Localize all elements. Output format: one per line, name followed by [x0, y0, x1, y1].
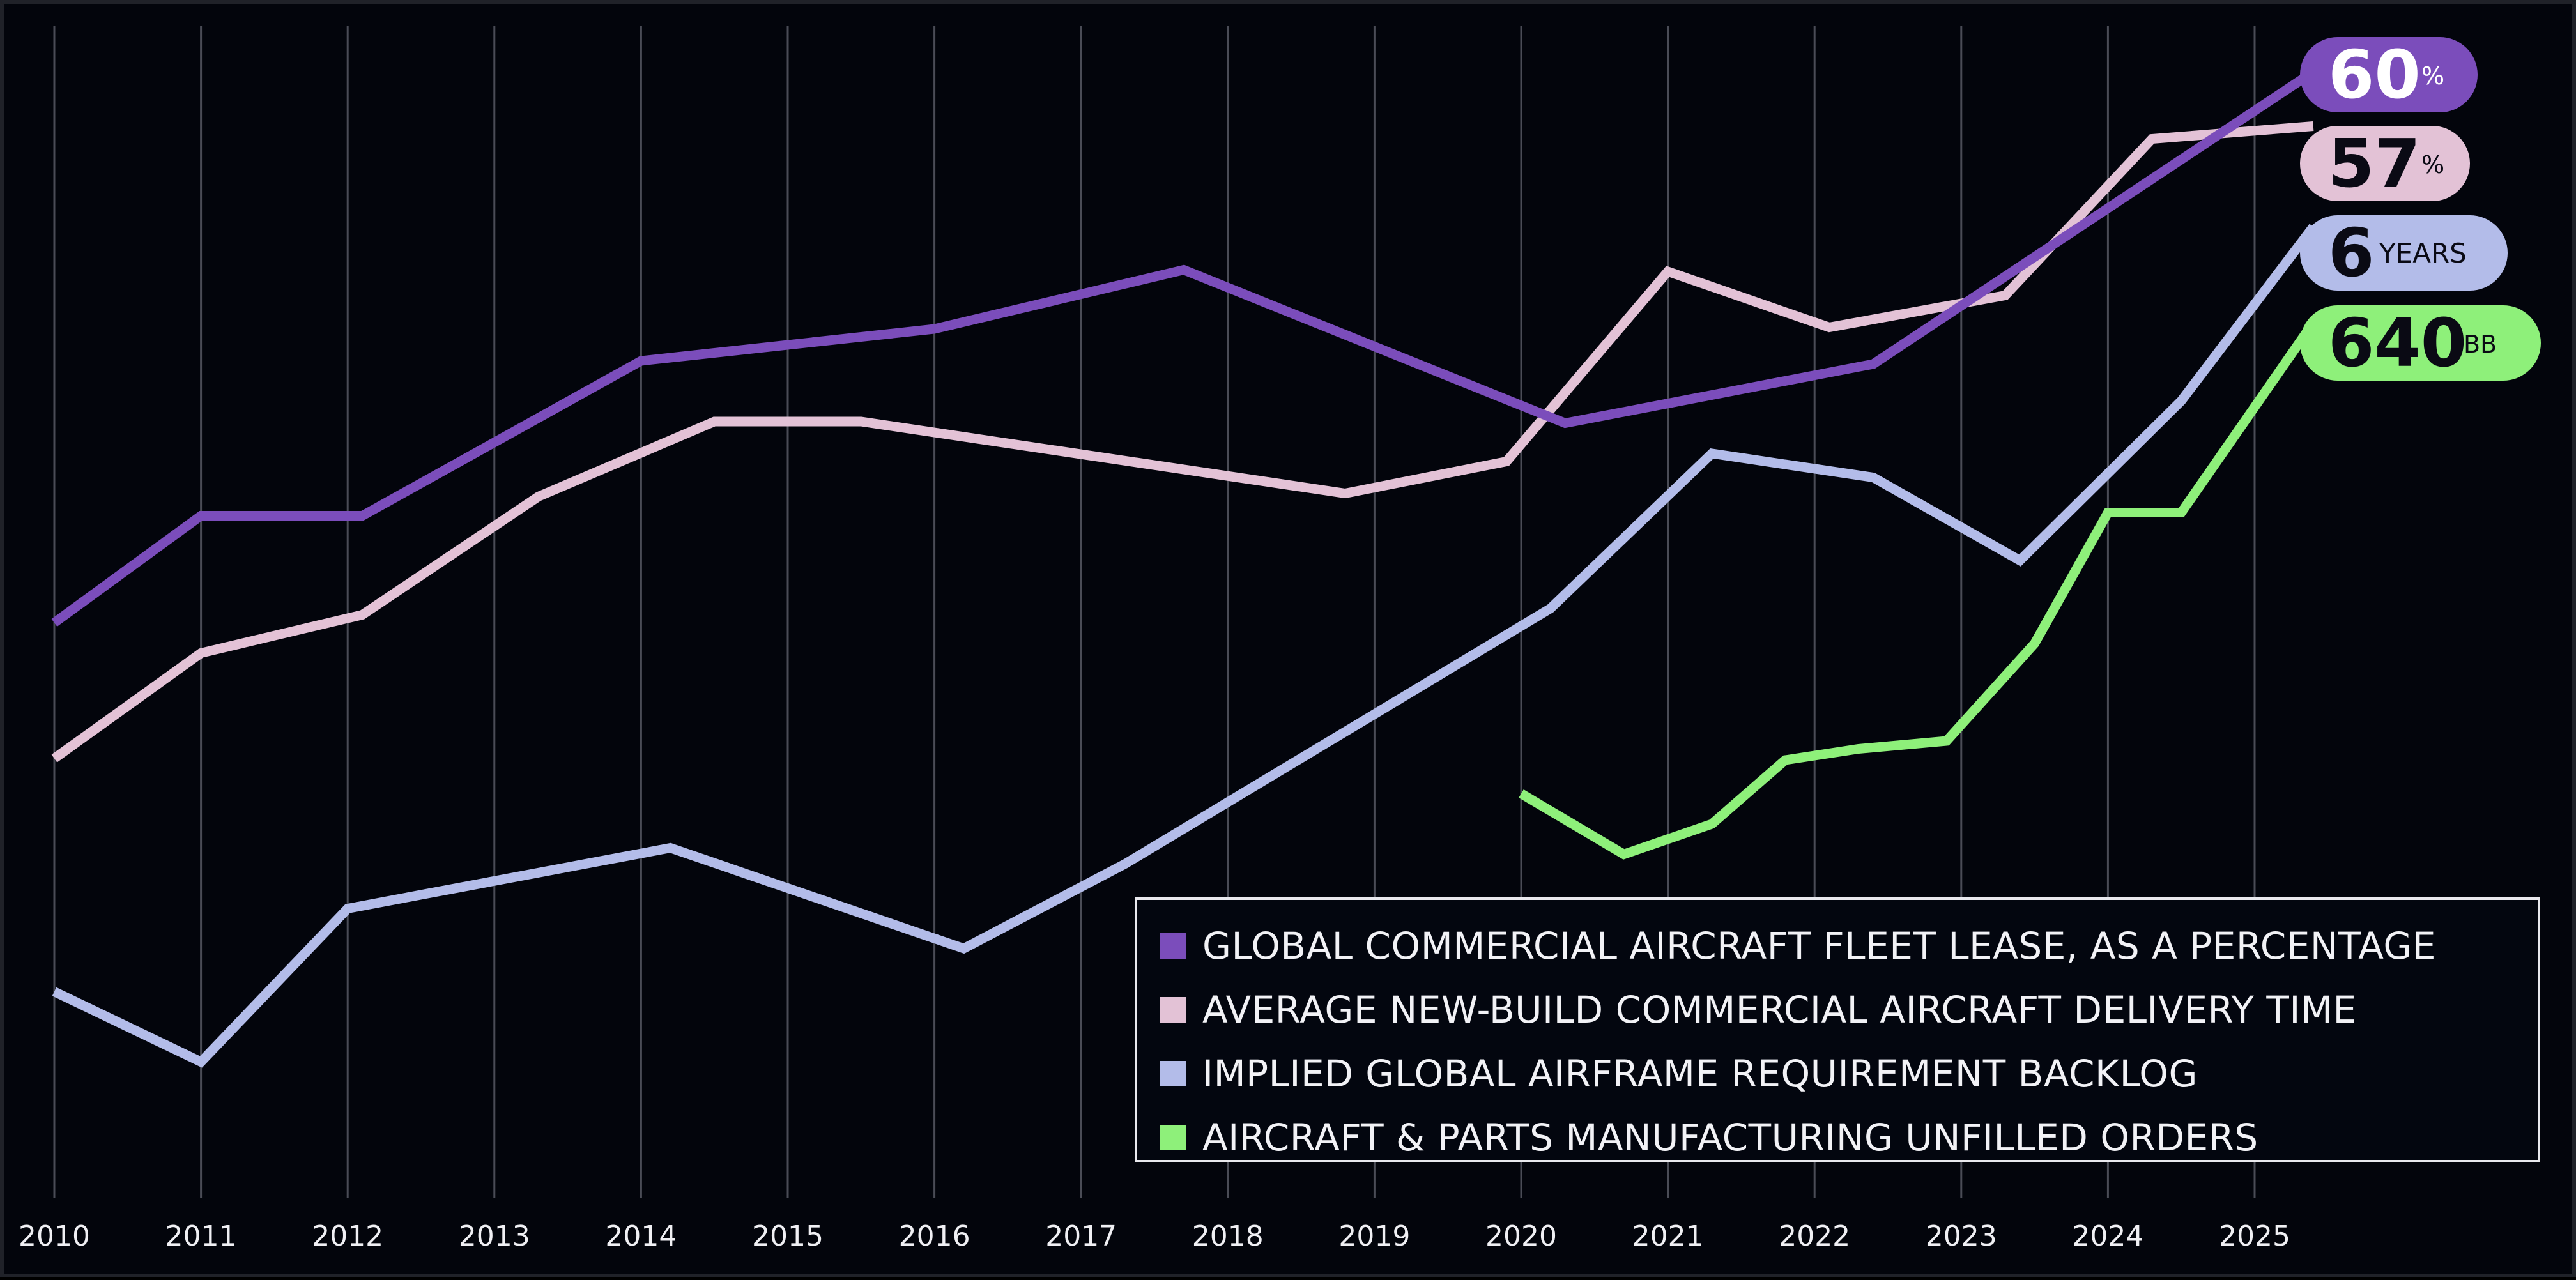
legend-swatch-unfilled-orders: [1160, 1125, 1186, 1150]
end-unit-unfilled-orders: BB: [2464, 330, 2497, 358]
end-badge-airframe-backlog: 6 YEARS: [2300, 214, 2508, 292]
series-line-airframe-backlog: [52, 224, 2317, 1068]
legend-item-unfilled-orders: AIRCRAFT & PARTS MANUFACTURING UNFILLED …: [1160, 1106, 2520, 1170]
legend-item-airframe-backlog: IMPLIED GLOBAL AIRFRAME REQUIREMENT BACK…: [1160, 1042, 2520, 1106]
legend-swatch-airframe-backlog: [1160, 1061, 1186, 1086]
legend-label-airframe-backlog: IMPLIED GLOBAL AIRFRAME REQUIREMENT BACK…: [1202, 1052, 2198, 1095]
x-tick-label-2021: 2021: [1632, 1220, 1704, 1253]
end-value-delivery-time: 57: [2328, 125, 2421, 202]
series-line-fleet-lease: [51, 68, 2316, 627]
end-badge-bg-fleet-lease: [2300, 37, 2478, 112]
end-unit-fleet-lease: %: [2421, 62, 2444, 90]
x-axis-tick-labels: 2010 2011 2012 2013 2014 2015 2016 2017 2018 2019…: [19, 1220, 2290, 1253]
legend-label-delivery-time: AVERAGE NEW-BUILD COMMERCIAL AIRCRAFT DE…: [1202, 988, 2357, 1032]
legend-item-delivery-time: AVERAGE NEW-BUILD COMMERCIAL AIRCRAFT DE…: [1160, 978, 2520, 1042]
end-value-fleet-lease: 60: [2328, 36, 2421, 114]
end-value-airframe-backlog: 6: [2328, 214, 2374, 292]
x-tick-label-2010: 2010: [19, 1220, 90, 1253]
x-tick-label-2018: 2018: [1192, 1220, 1264, 1253]
chart-legend: GLOBAL COMMERCIAL AIRCRAFT FLEET LEASE, …: [1135, 897, 2540, 1162]
series-line-unfilled-orders: [1519, 319, 2317, 860]
legend-label-fleet-lease: GLOBAL COMMERCIAL AIRCRAFT FLEET LEASE, …: [1202, 924, 2436, 968]
end-badge-fleet-lease: 60%: [2300, 36, 2478, 114]
end-badge-bg-unfilled-orders: [2300, 305, 2541, 381]
x-tick-label-2017: 2017: [1045, 1220, 1117, 1253]
end-badge-bg-airframe-backlog: [2300, 215, 2508, 291]
series-lines: [51, 68, 2317, 1068]
x-tick-label-2019: 2019: [1338, 1220, 1410, 1253]
x-tick-label-2011: 2011: [165, 1220, 237, 1253]
end-badge-bg-delivery-time: [2300, 126, 2470, 201]
x-tick-label-2024: 2024: [2072, 1220, 2143, 1253]
x-tick-label-2013: 2013: [459, 1220, 530, 1253]
x-tick-label-2015: 2015: [752, 1220, 824, 1253]
x-tick-label-2023: 2023: [1926, 1220, 1997, 1253]
x-tick-label-2016: 2016: [899, 1220, 970, 1253]
end-badge-delivery-time: 57%: [2300, 125, 2470, 202]
legend-item-fleet-lease: GLOBAL COMMERCIAL AIRCRAFT FLEET LEASE, …: [1160, 914, 2520, 978]
legend-swatch-fleet-lease: [1160, 933, 1186, 959]
legend-label-unfilled-orders: AIRCRAFT & PARTS MANUFACTURING UNFILLED …: [1202, 1116, 2258, 1159]
x-tick-label-2025: 2025: [2219, 1220, 2290, 1253]
x-tick-label-2020: 2020: [1485, 1220, 1557, 1253]
x-tick-label-2014: 2014: [605, 1220, 677, 1253]
x-tick-label-2022: 2022: [1779, 1220, 1850, 1253]
end-unit-delivery-time: %: [2421, 151, 2444, 179]
series-line-delivery-time: [51, 121, 2314, 763]
legend-swatch-delivery-time: [1160, 997, 1186, 1023]
x-tick-label-2012: 2012: [312, 1220, 383, 1253]
gridlines: [53, 26, 2256, 1198]
end-unit-airframe-backlog: YEARS: [2379, 238, 2467, 269]
end-value-unfilled-orders: 640: [2328, 304, 2467, 382]
